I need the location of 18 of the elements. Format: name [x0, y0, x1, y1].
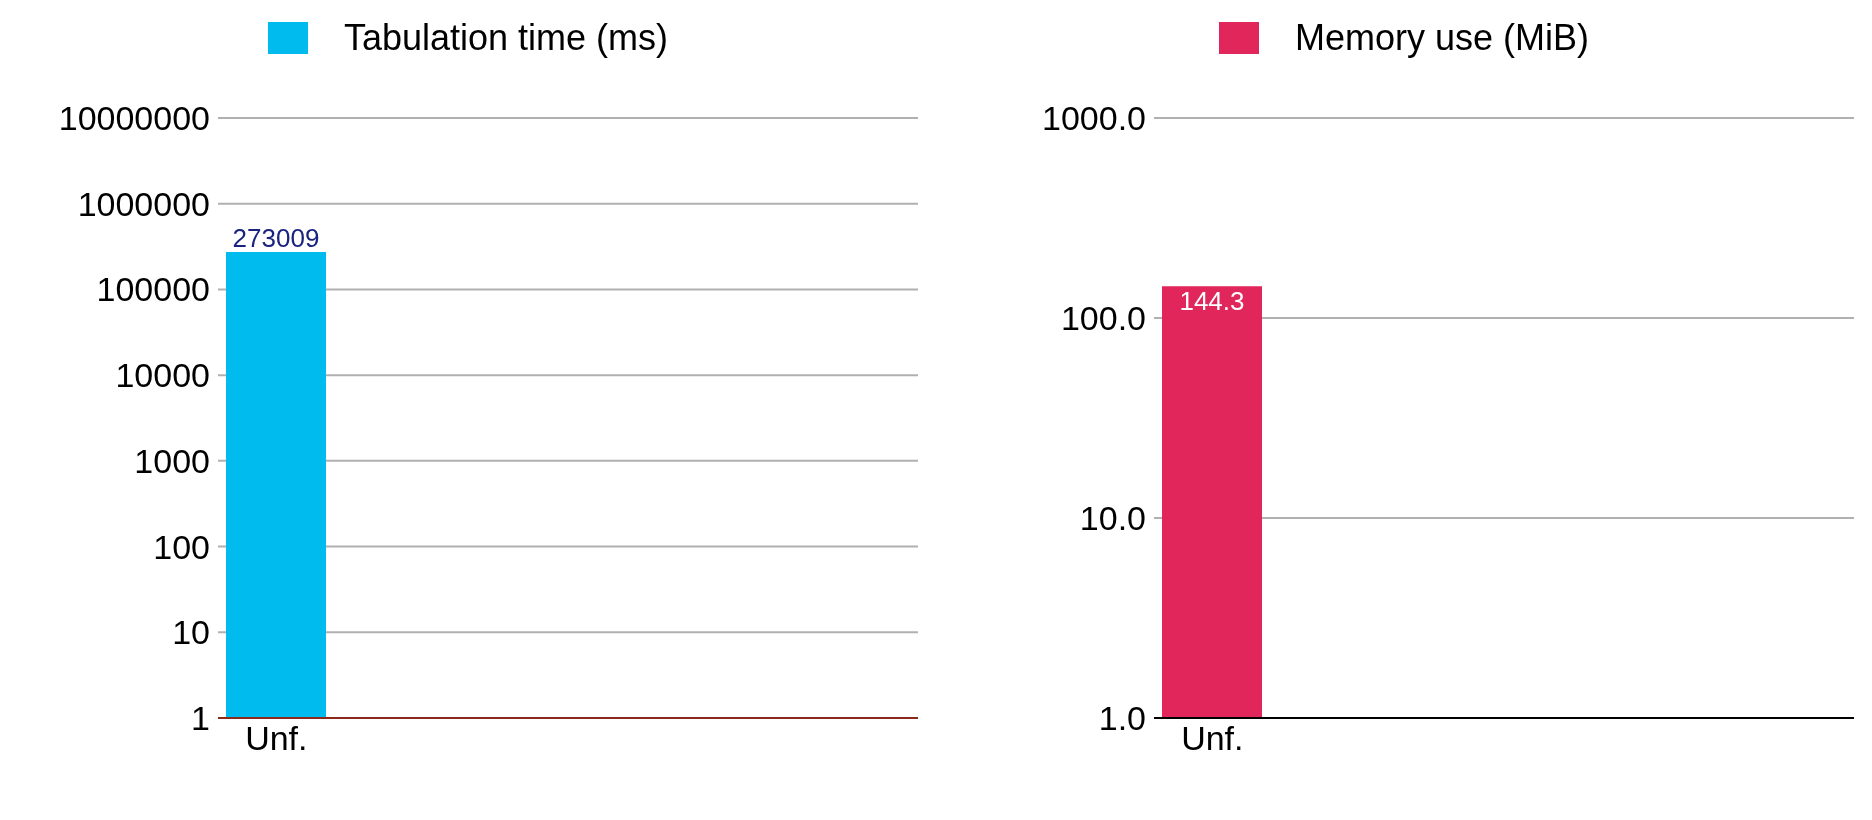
y-tick-label: 100 [153, 527, 210, 566]
y-tick-label: 1.0 [1098, 699, 1146, 738]
y-tick-label: 10.0 [1079, 499, 1146, 538]
y-tick-label: 10000 [115, 356, 210, 395]
y-tick-label: 100.0 [1060, 299, 1146, 338]
y-tick-label: 10 [172, 613, 210, 652]
x-tick-label: Unf. [1181, 719, 1244, 758]
y-tick-label: 1 [191, 699, 210, 738]
y-tick-label: 100000 [96, 270, 210, 309]
legend-label: Memory use (MiB) [1294, 17, 1590, 59]
data-label: 144.3 [1179, 285, 1245, 316]
y-tick-label: 1000 [134, 441, 210, 480]
y-tick-label: 10000000 [58, 99, 210, 138]
y-tick-label: 1000000 [77, 184, 210, 223]
x-tick-label: Unf. [245, 719, 308, 758]
data-label: 273009 [232, 223, 320, 254]
y-tick-label: 1000.0 [1042, 99, 1146, 138]
legend-label: Tabulation time (ms) [343, 17, 669, 59]
